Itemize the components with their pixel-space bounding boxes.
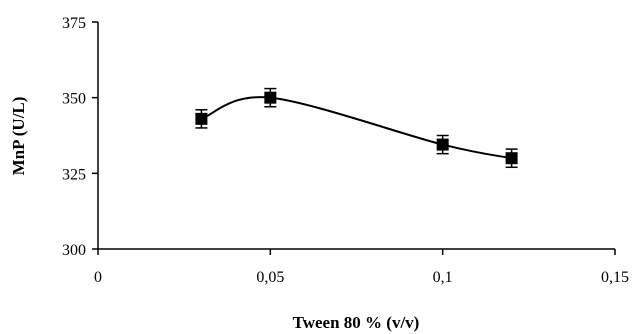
- x-tick-label: 0,1: [433, 269, 453, 286]
- series-line: [201, 96, 512, 160]
- markers: [195, 91, 518, 165]
- x-tick-label: 0,05: [256, 269, 284, 286]
- plot-area: 300 325 350 375 0 0,05 0,1 0,15: [62, 15, 629, 286]
- y-tick-label: 375: [62, 15, 86, 32]
- y-ticks: 300 325 350 375: [62, 15, 98, 259]
- data-point: [436, 138, 449, 151]
- error-bars: [195, 87, 518, 169]
- data-point: [505, 152, 518, 165]
- data-point: [195, 112, 208, 125]
- x-tick-label: 0: [94, 269, 102, 286]
- y-tick-label: 350: [62, 91, 86, 108]
- y-tick-label: 325: [62, 166, 86, 183]
- data-point: [264, 91, 277, 104]
- x-tick-label: 0,15: [601, 269, 629, 286]
- x-axis-title: Tween 80 % (v/v): [293, 313, 420, 332]
- x-ticks: 0 0,05 0,1 0,15: [94, 249, 629, 286]
- y-axis-title: MnP (U/L): [9, 97, 28, 176]
- y-tick-label: 300: [62, 242, 86, 259]
